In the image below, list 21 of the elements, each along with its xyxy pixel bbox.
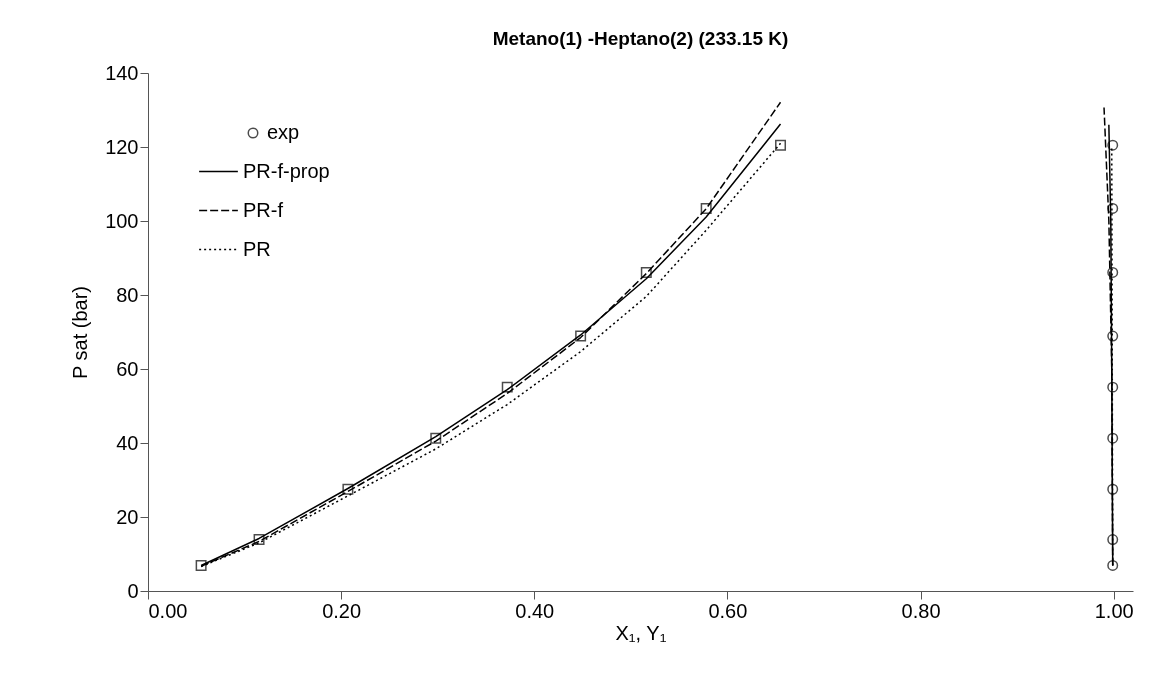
x-axis-title: X₁, Y₁ <box>615 621 667 644</box>
x-tick-label: 1.00 <box>1094 599 1134 622</box>
legend-label: PR <box>243 237 271 260</box>
y-tick-label: 40 <box>116 431 139 454</box>
x-tick-label: 0.40 <box>515 599 555 622</box>
legend-label: exp <box>267 121 300 143</box>
y-tick-label: 120 <box>105 135 139 158</box>
chart-title: Metano(1) -Heptano(2) (233.15 K) <box>492 28 789 49</box>
y-axis-title: P sat (bar) <box>69 286 92 379</box>
x-tick-label: 0.20 <box>322 599 362 622</box>
x-tick-label: 0.60 <box>708 599 748 622</box>
x-tick-label: 0.00 <box>148 599 188 622</box>
y-tick-label: 140 <box>105 61 139 84</box>
y-tick-label: 80 <box>116 283 139 306</box>
x-tick-label: 0.80 <box>901 599 941 622</box>
legend-label: PR-f <box>243 198 284 221</box>
legend-label: PR-f-prop <box>243 159 330 182</box>
y-tick-label: 0 <box>127 579 139 602</box>
y-tick-label: 60 <box>116 357 139 380</box>
y-tick-label: 20 <box>116 505 139 528</box>
y-tick-label: 100 <box>105 209 139 232</box>
